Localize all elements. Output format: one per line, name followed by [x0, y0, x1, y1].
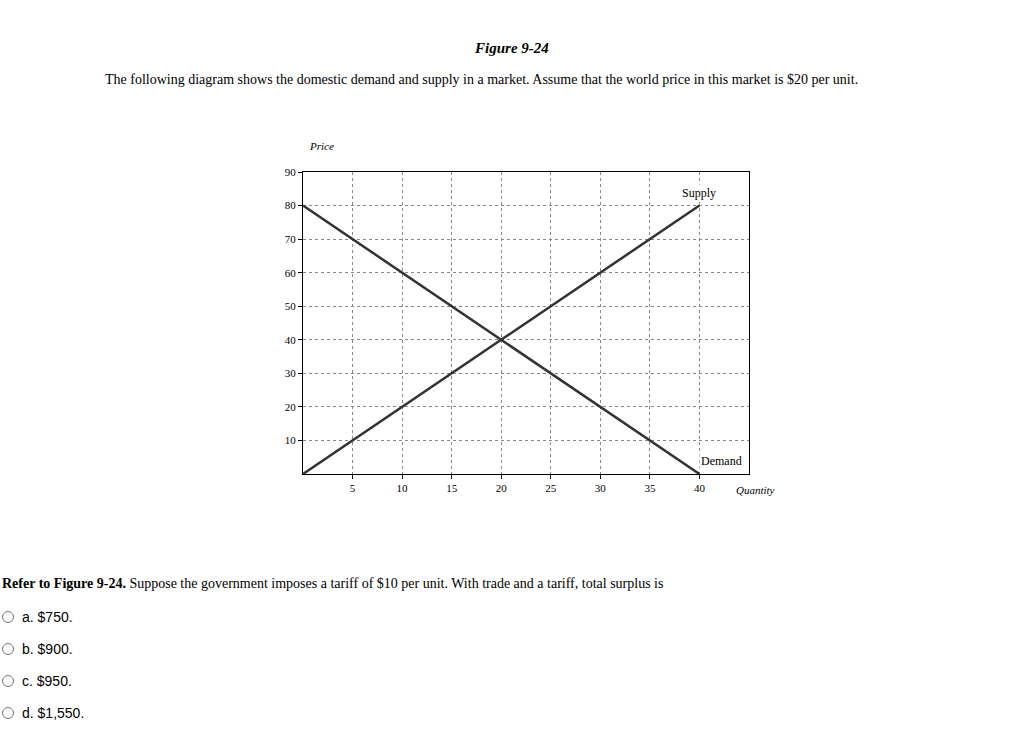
- svg-text:40: 40: [694, 482, 706, 494]
- html-text:Refer to Figure 9-24. Suppose: Refer to Figure 9-24. Suppose the govern…: [2, 576, 664, 591]
- svg-text:10: 10: [397, 482, 409, 494]
- svg-text:10: 10: [285, 434, 297, 446]
- svg-text:Quantity: Quantity: [736, 484, 775, 496]
- svg-text:Demand: Demand: [701, 454, 742, 468]
- svg-text:80: 80: [285, 199, 297, 211]
- html-text:b. $900.: b. $900.: [22, 641, 73, 657]
- svg-text:Price: Price: [309, 140, 334, 152]
- svg-text:25: 25: [545, 482, 557, 494]
- html-text:Figure 9-24: Figure 9-24: [475, 40, 549, 56]
- html-text:The following diagram shows th: The following diagram shows the domestic…: [105, 72, 859, 87]
- svg-text:30: 30: [595, 482, 607, 494]
- svg-text:Supply: Supply: [682, 186, 716, 200]
- svg-text:15: 15: [446, 482, 458, 494]
- svg-text:5: 5: [350, 482, 356, 494]
- svg-text:60: 60: [285, 267, 297, 279]
- svg-text:35: 35: [644, 482, 656, 494]
- svg-text:20: 20: [496, 482, 508, 494]
- svg-text:90: 90: [285, 166, 297, 178]
- svg-text:50: 50: [285, 300, 297, 312]
- html-text:d. $1,550.: d. $1,550.: [22, 705, 85, 721]
- svg-text:30: 30: [285, 367, 297, 379]
- svg-text:20: 20: [285, 401, 297, 413]
- svg-text:70: 70: [285, 233, 297, 245]
- html-text:c. $950.: c. $950.: [22, 673, 72, 689]
- svg-text:40: 40: [285, 334, 297, 346]
- html-text:a. $750.: a. $750.: [22, 609, 73, 625]
